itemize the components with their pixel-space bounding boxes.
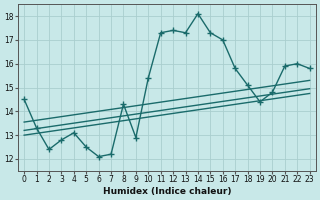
X-axis label: Humidex (Indice chaleur): Humidex (Indice chaleur) — [103, 187, 231, 196]
